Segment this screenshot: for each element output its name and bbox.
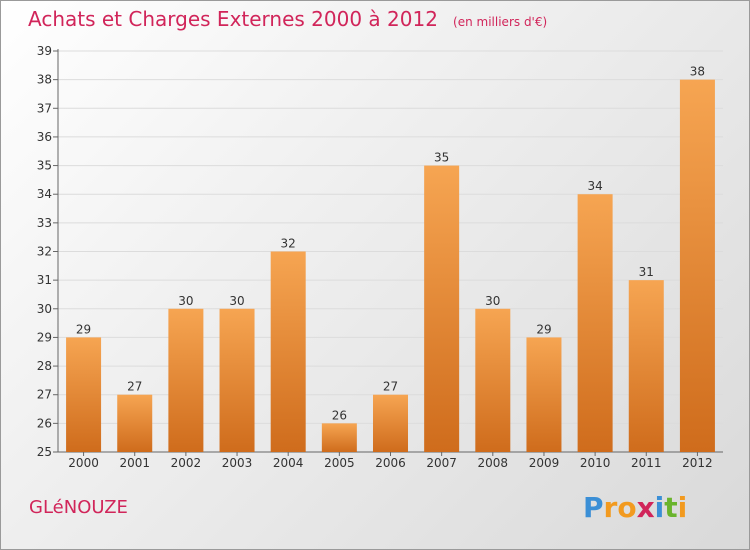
bar: [475, 308, 511, 452]
data-label: 35: [434, 151, 449, 165]
y-tick-label: 29: [37, 330, 52, 344]
x-tick-label: 2009: [529, 456, 560, 470]
data-label: 34: [587, 179, 602, 193]
bar: [117, 394, 153, 452]
x-tick-label: 2003: [222, 456, 253, 470]
data-label: 31: [639, 265, 654, 279]
bar: [270, 251, 306, 452]
x-tick-label: 2006: [375, 456, 406, 470]
brand-letter: o: [617, 491, 637, 524]
data-label: 32: [281, 237, 296, 251]
data-label: 26: [332, 408, 347, 422]
x-tick-label: 2005: [324, 456, 355, 470]
bar: [577, 194, 613, 452]
title-row: Achats et Charges Externes 2000 à 2012 (…: [28, 7, 547, 31]
bar: [424, 165, 460, 453]
x-tick-label: 2012: [682, 456, 713, 470]
bar: [373, 394, 408, 452]
y-tick-label: 37: [37, 101, 52, 115]
chart-unit: (en milliers d'€): [453, 15, 548, 29]
bar: [679, 79, 715, 453]
data-label: 27: [383, 380, 398, 394]
labels: 2000 29 2001 27 2002 30 2003 30 2004 32 2005 26 2006…: [68, 65, 712, 470]
brand-letter: t: [664, 491, 678, 524]
x-tick-label: 2010: [580, 456, 611, 470]
x-tick-label: 2007: [426, 456, 457, 470]
bar: [628, 280, 664, 452]
brand-letter: i: [654, 491, 665, 524]
brand-letter: x: [636, 491, 655, 524]
grid-lines: [58, 50, 723, 424]
chart-title: Achats et Charges Externes 2000 à 2012: [28, 7, 438, 31]
brand-letter: r: [603, 491, 618, 524]
y-tick-label: 39: [37, 44, 52, 58]
y-tick-label: 30: [37, 302, 52, 316]
x-tick-label: 2004: [273, 456, 304, 470]
y-tick-label: 28: [37, 359, 52, 373]
data-label: 30: [485, 294, 500, 308]
y-tick-label: 36: [37, 130, 52, 144]
x-tick-label: 2000: [68, 456, 99, 470]
y-tick-label: 25: [37, 445, 52, 459]
y-tick-label: 32: [37, 245, 52, 259]
bars: [66, 79, 715, 453]
data-label: 27: [127, 380, 142, 394]
y-tick-label: 34: [37, 187, 52, 201]
bar: [168, 308, 204, 452]
x-tick-label: 2001: [119, 456, 150, 470]
data-label: 38: [690, 65, 705, 79]
y-tick-label: 26: [37, 416, 52, 430]
commune-name: GLéNOUZE: [29, 497, 128, 518]
bar: [219, 308, 255, 452]
data-label: 30: [178, 294, 193, 308]
data-label: 29: [76, 322, 91, 336]
data-label: 29: [536, 322, 551, 336]
y-tick-label: 27: [37, 388, 52, 402]
y-tick-label: 35: [37, 159, 52, 173]
y-tick-label: 31: [37, 273, 52, 287]
bar: [66, 337, 102, 452]
brand-letter: i: [677, 491, 688, 524]
x-tick-label: 2008: [478, 456, 509, 470]
data-label: 30: [229, 294, 244, 308]
y-tick-label: 33: [37, 216, 52, 230]
x-tick-label: 2002: [171, 456, 202, 470]
brand-letter: P: [583, 491, 604, 524]
y-tick-label: 38: [37, 73, 52, 87]
bar: [321, 423, 357, 452]
brand-logo: Proxiti: [583, 491, 687, 524]
bar: [526, 337, 562, 452]
x-tick-label: 2011: [631, 456, 662, 470]
